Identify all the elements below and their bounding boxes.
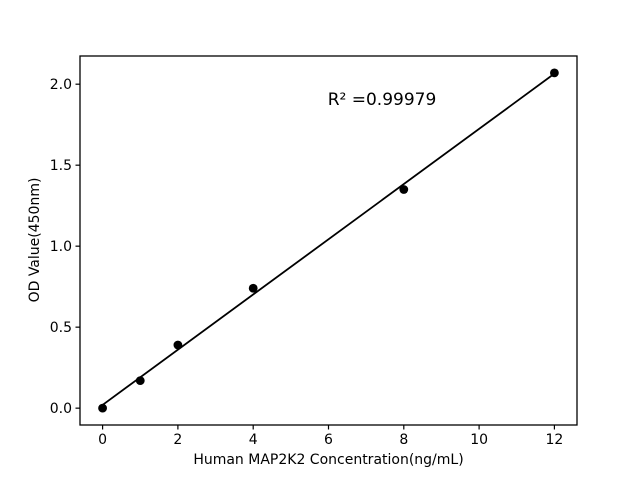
x-tick-label: 6 [324,432,333,448]
x-tick-label: 4 [249,432,258,448]
y-tick-label: 0.5 [50,320,72,336]
fit-line [101,72,556,406]
y-tick-label: 1.0 [50,239,72,255]
data-point [173,340,183,350]
y-tick-label: 1.5 [50,158,72,174]
data-point [135,376,145,386]
data-point [550,68,559,78]
x-axis-label: Human MAP2K2 Concentration(ng/mL) [193,452,464,468]
y-tick-label: 2.0 [50,77,72,93]
r-squared-annotation: R² =0.99979 [327,90,437,110]
data-point [98,403,107,413]
x-tick-label: 12 [545,432,563,448]
y-tick-label: 0.0 [50,401,72,417]
x-tick-label: 8 [399,432,408,448]
x-tick-label: 2 [173,432,182,448]
data-point [248,283,258,293]
y-axis-label: OD Value(450nm) [27,177,43,303]
x-tick-label: 10 [470,432,488,448]
data-point [399,185,409,194]
x-tick-label: 0 [98,432,107,448]
